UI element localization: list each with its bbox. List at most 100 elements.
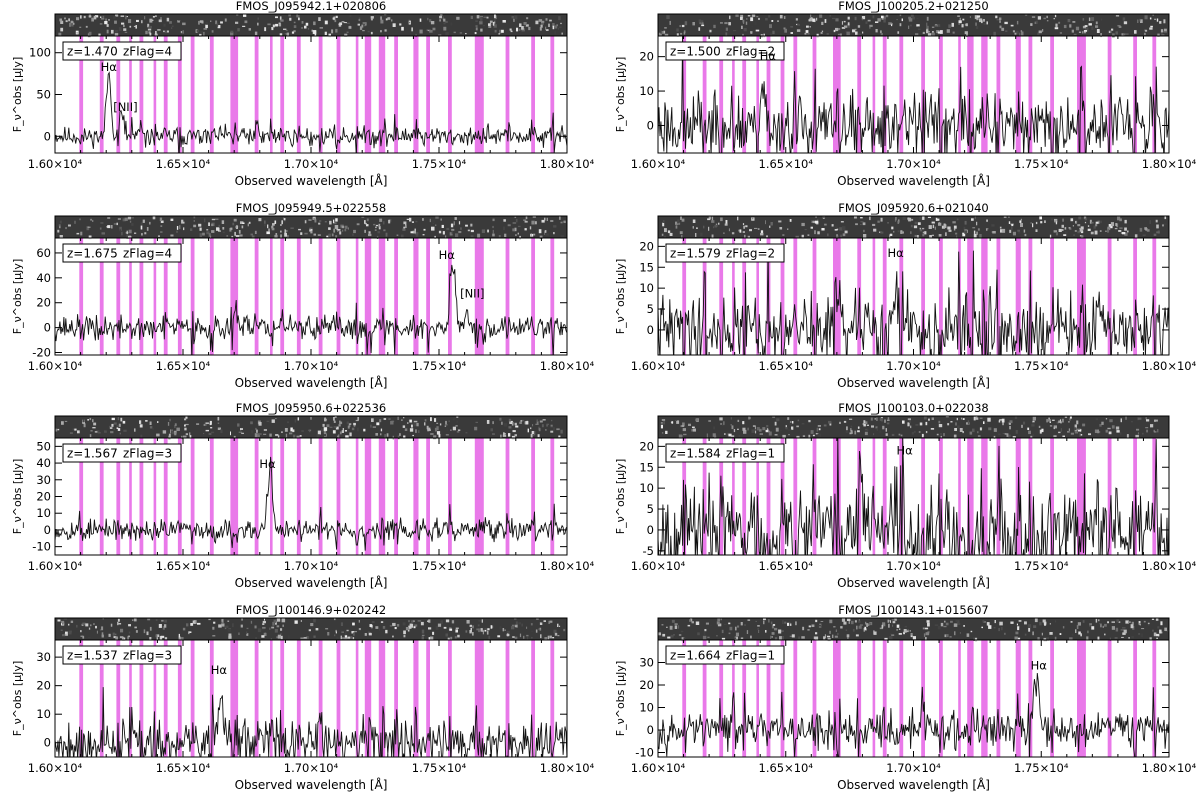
strip-pixel <box>459 32 463 34</box>
strip-pixel <box>771 20 774 22</box>
strip-pixel <box>183 221 185 224</box>
strip-pixel <box>520 419 525 422</box>
strip-pixel <box>976 15 981 18</box>
strip-pixel <box>101 626 104 630</box>
x-tick-label: 1.75×10⁴ <box>412 559 467 573</box>
strip-pixel <box>1131 421 1133 423</box>
x-tick-label: 1.70×10⁴ <box>886 359 941 373</box>
strip-pixel <box>711 29 713 31</box>
strip-pixel <box>80 630 82 633</box>
strip-pixel <box>664 235 666 238</box>
strip-pixel <box>1142 234 1146 236</box>
strip-pixel <box>1115 223 1117 226</box>
strip-pixel <box>182 416 185 418</box>
strip-pixel <box>757 228 760 230</box>
strip-pixel <box>87 419 89 421</box>
strip-pixel <box>353 424 356 428</box>
strip-pixel <box>1127 230 1129 233</box>
strip-pixel <box>720 423 723 425</box>
strip-pixel <box>264 27 267 32</box>
sky-mask-band <box>793 238 798 355</box>
strip-pixel <box>478 620 482 622</box>
strip-pixel <box>698 27 701 31</box>
strip-pixel <box>557 623 559 627</box>
strip-pixel <box>523 219 527 221</box>
strip-pixel <box>1074 428 1078 432</box>
strip-pixel <box>142 219 145 223</box>
strip-pixel <box>908 217 912 222</box>
strip-pixel <box>1024 233 1027 237</box>
strip-pixel <box>743 225 745 229</box>
strip-pixel <box>480 16 482 19</box>
strip-pixel <box>314 219 317 223</box>
strip-pixel <box>758 17 760 20</box>
strip-pixel <box>441 224 444 228</box>
strip-pixel <box>518 28 521 31</box>
strip-pixel <box>1060 428 1062 432</box>
strip-pixel <box>159 635 163 640</box>
sky-mask-band <box>967 640 974 757</box>
strip-pixel <box>419 29 423 34</box>
strip-pixel <box>353 229 356 234</box>
strip-pixel <box>936 433 939 436</box>
strip-pixel <box>888 620 891 622</box>
strip-pixel <box>111 417 115 421</box>
strip-pixel <box>915 424 919 426</box>
strip-pixel <box>440 218 442 221</box>
strip-pixel <box>689 619 691 622</box>
strip-pixel <box>1069 24 1072 28</box>
strip-pixel <box>275 16 278 19</box>
strip-pixel <box>946 29 950 33</box>
strip-pixel <box>209 423 212 426</box>
spectrum-2d-noise <box>660 416 1159 439</box>
sky-mask-band <box>780 238 785 355</box>
strip-pixel <box>293 25 297 28</box>
sky-mask-band <box>550 36 555 153</box>
strip-pixel <box>992 231 996 234</box>
strip-pixel <box>1067 19 1071 23</box>
strip-pixel <box>943 433 945 437</box>
strip-pixel <box>445 633 448 637</box>
strip-pixel <box>210 235 212 239</box>
strip-pixel <box>923 633 926 637</box>
sky-mask-band <box>364 640 372 757</box>
strip-pixel <box>1109 637 1111 642</box>
strip-pixel <box>370 18 373 21</box>
strip-pixel <box>324 417 326 419</box>
y-tick-label: -5 <box>643 544 654 558</box>
strip-pixel <box>519 23 522 27</box>
strip-pixel <box>728 433 732 437</box>
strip-pixel <box>422 234 425 236</box>
strip-pixel <box>1017 637 1021 640</box>
strip-pixel <box>1009 426 1011 430</box>
strip-pixel <box>1054 14 1057 18</box>
strip-pixel <box>342 229 344 232</box>
strip-pixel <box>508 433 511 437</box>
strip-pixel <box>988 427 992 431</box>
strip-pixel <box>549 635 552 639</box>
strip-pixel <box>1078 631 1081 635</box>
strip-pixel <box>445 235 447 239</box>
strip-pixel <box>235 21 239 24</box>
sky-mask-band <box>981 438 988 555</box>
strip-pixel <box>886 422 890 425</box>
strip-pixel <box>1090 231 1094 235</box>
y-tick-label: 20 <box>639 50 654 64</box>
strip-pixel <box>277 435 280 439</box>
strip-pixel <box>306 636 309 640</box>
strip-pixel <box>1075 629 1077 633</box>
strip-pixel <box>390 420 394 425</box>
strip-pixel <box>549 19 552 22</box>
strip-pixel <box>1000 229 1003 233</box>
strip-pixel <box>1083 216 1087 219</box>
strip-pixel <box>126 230 128 235</box>
strip-pixel <box>514 216 517 218</box>
strip-pixel <box>171 431 175 435</box>
strip-pixel <box>914 234 918 237</box>
strip-pixel <box>503 432 505 436</box>
zflag-label: zFlag=4 <box>123 247 172 261</box>
strip-pixel <box>771 632 775 635</box>
strip-pixel <box>865 21 868 24</box>
strip-pixel <box>1027 427 1030 430</box>
strip-pixel <box>683 31 686 35</box>
